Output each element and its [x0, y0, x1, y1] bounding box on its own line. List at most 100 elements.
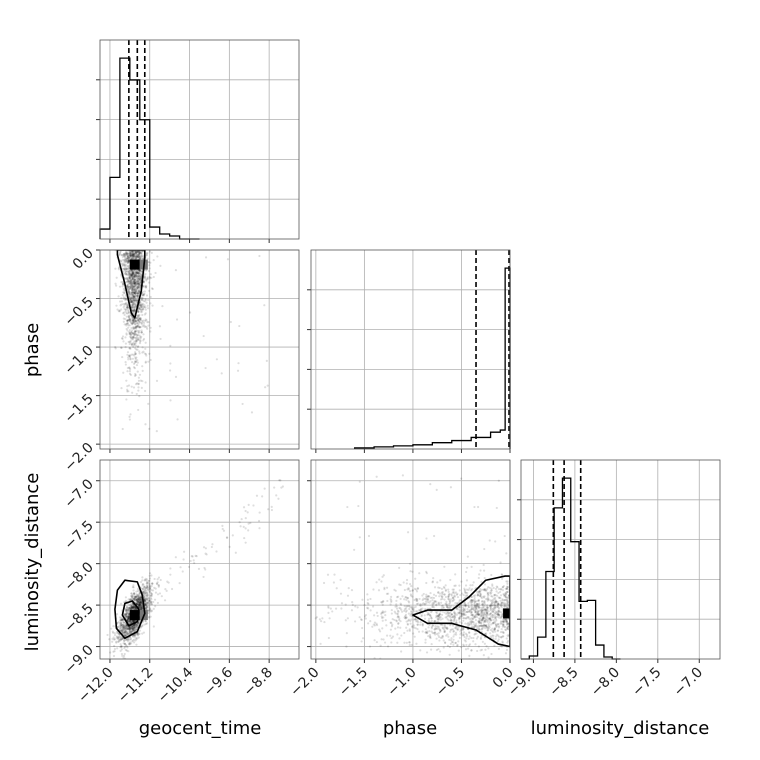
grid-0-1: [100, 249, 299, 449]
sample-point: [453, 618, 456, 621]
sample-point: [143, 275, 147, 278]
sample-point: [390, 595, 393, 598]
sample-point: [128, 254, 131, 258]
sample-point: [504, 628, 507, 631]
sample-point: [488, 539, 491, 542]
sample-point: [144, 607, 147, 610]
sample-point: [132, 319, 135, 322]
sample-point: [126, 261, 129, 264]
sample-point: [128, 620, 131, 623]
sample-point: [498, 590, 502, 594]
sample-point: [421, 607, 424, 610]
sample-point: [137, 270, 141, 273]
sample-point: [432, 593, 436, 596]
sample-point: [275, 494, 278, 497]
sample-point: [128, 627, 131, 631]
sample-point: [128, 449, 130, 451]
sample-point: [202, 575, 205, 579]
sample-point: [132, 604, 135, 607]
sample-point: [139, 257, 142, 260]
sample-point: [128, 256, 131, 259]
sample-point: [462, 593, 465, 597]
sample-point: [481, 602, 484, 606]
sample-point: [471, 620, 475, 623]
sample-point: [151, 287, 154, 291]
sample-point: [133, 287, 137, 291]
sample-point: [426, 610, 429, 613]
sample-point: [122, 306, 125, 309]
sample-point: [417, 609, 421, 612]
sample-point: [456, 613, 459, 616]
sample-point: [131, 289, 134, 292]
sample-point: [126, 265, 130, 268]
sample-point: [467, 637, 470, 640]
sample-point: [422, 597, 425, 600]
sample-point: [500, 573, 503, 576]
sample-point: [131, 338, 134, 341]
sample-point: [436, 625, 439, 628]
sample-point: [146, 595, 149, 598]
sample-point: [390, 636, 393, 640]
sample-point: [403, 598, 406, 601]
sample-point: [487, 623, 490, 626]
sample-point: [215, 550, 218, 553]
sample-point: [475, 602, 478, 606]
sample-point: [134, 628, 137, 631]
sample-point: [462, 604, 465, 607]
sample-point: [146, 601, 149, 604]
sample-point: [133, 282, 136, 285]
sample-point: [476, 592, 479, 595]
sample-point: [121, 285, 124, 288]
sample-point: [463, 590, 467, 593]
sample-point: [131, 293, 135, 297]
sample-point: [120, 262, 123, 266]
sample-point: [128, 272, 131, 275]
sample-point: [507, 604, 510, 607]
sample-point: [482, 569, 486, 572]
sample-point: [127, 289, 130, 292]
sample-point: [390, 625, 394, 628]
sample-point: [470, 649, 473, 652]
sample-point: [134, 299, 137, 302]
sample-point: [131, 271, 134, 274]
sample-point: [148, 587, 151, 590]
sample-point: [131, 269, 134, 272]
sample-point: [137, 269, 141, 272]
sample-point: [136, 294, 139, 297]
sample-point: [243, 536, 246, 540]
sample-point: [129, 252, 132, 256]
sample-point: [131, 288, 134, 291]
sample-point: [472, 581, 475, 584]
sample-point: [130, 292, 133, 295]
sample-point: [130, 298, 133, 301]
sample-point: [482, 614, 485, 617]
sample-point: [132, 252, 135, 255]
sample-point: [174, 269, 178, 272]
sample-point: [126, 626, 129, 629]
sample-point: [136, 622, 139, 625]
sample-point: [125, 609, 128, 612]
sample-point: [131, 297, 134, 300]
sample-point: [136, 254, 139, 257]
sample-point: [479, 569, 482, 572]
sample-point: [443, 586, 446, 590]
sample-point: [380, 638, 383, 641]
sample-point: [124, 625, 127, 628]
sample-point: [151, 582, 154, 585]
sample-point: [132, 345, 135, 348]
sample-point: [129, 285, 132, 288]
sample-point: [472, 621, 475, 624]
sample-point: [122, 371, 125, 374]
sample-point: [117, 310, 120, 313]
sample-point: [120, 337, 124, 340]
sample-point: [450, 628, 453, 631]
sample-point: [146, 584, 149, 588]
sample-point: [211, 543, 214, 546]
sample-point: [419, 608, 422, 612]
sample-point: [399, 607, 402, 610]
sample-point: [135, 348, 138, 351]
sample-point: [115, 284, 118, 287]
sample-point: [128, 354, 131, 357]
sample-point: [125, 645, 128, 648]
sample-point: [478, 590, 481, 593]
